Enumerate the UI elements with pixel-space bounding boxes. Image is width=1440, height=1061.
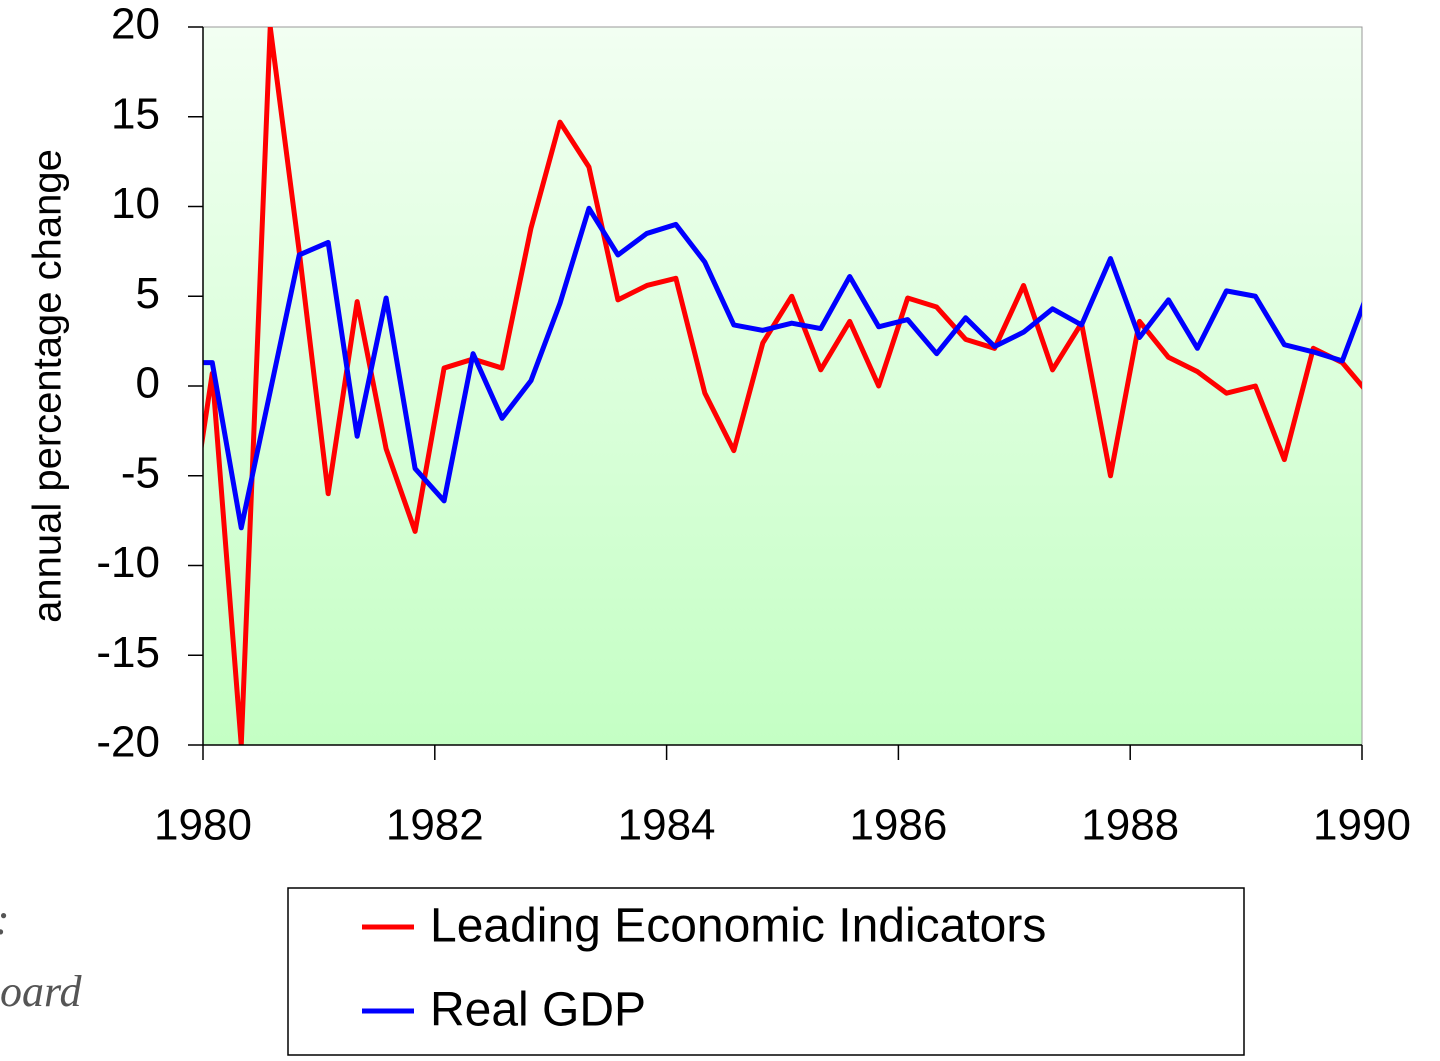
source-note: : bbox=[0, 895, 10, 944]
y-tick-label: -20 bbox=[96, 718, 160, 767]
y-tick-label: 10 bbox=[111, 179, 160, 228]
y-tick-label: -15 bbox=[96, 628, 160, 677]
y-tick-label: -5 bbox=[121, 448, 160, 497]
x-tick-label: 1984 bbox=[618, 801, 716, 850]
y-tick-label: 15 bbox=[111, 89, 160, 138]
x-tick-label: 1980 bbox=[154, 801, 252, 850]
y-tick-label: 5 bbox=[136, 269, 160, 318]
plot-area bbox=[202, 26, 1363, 746]
y-tick-label: 0 bbox=[136, 359, 160, 408]
series-line bbox=[203, 27, 1362, 745]
x-tick-label: 1990 bbox=[1313, 801, 1411, 850]
x-tick-label: 1982 bbox=[386, 801, 484, 850]
x-tick-label: 1986 bbox=[849, 801, 947, 850]
y-tick-label: 20 bbox=[111, 0, 160, 49]
x-tick-label: 1988 bbox=[1081, 801, 1179, 850]
legend-box bbox=[287, 887, 1245, 1056]
y-axis-title: annual percentage change bbox=[26, 149, 70, 623]
source-note: oard bbox=[0, 967, 82, 1016]
series-line bbox=[203, 205, 1362, 531]
legend-label: Leading Economic Indicators bbox=[430, 900, 1046, 953]
y-tick-label: -10 bbox=[96, 538, 160, 587]
legend-label: Real GDP bbox=[430, 984, 646, 1037]
